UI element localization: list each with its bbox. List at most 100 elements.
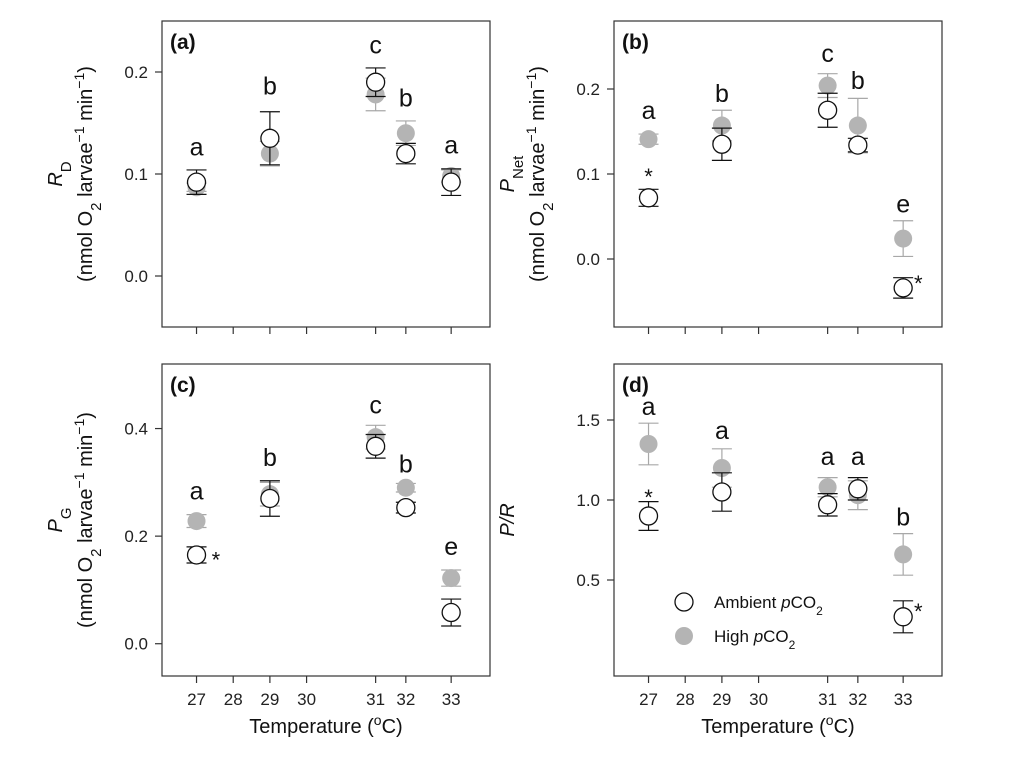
- significance-letter: a: [851, 443, 865, 471]
- significance-asterisk: *: [644, 485, 653, 510]
- y-axis-unit: (nmol O2 larvae−1 min−1): [523, 66, 557, 282]
- plot-frame: [161, 20, 491, 328]
- significance-asterisk: *: [644, 164, 653, 189]
- ambient-pco2-point: [848, 479, 868, 499]
- significance-letter: b: [715, 80, 729, 108]
- unit-sup: −1: [523, 73, 539, 89]
- unit-sup: −1: [71, 73, 87, 89]
- ambient-pco2-point: [396, 143, 416, 164]
- high-pco2-point: [442, 569, 461, 588]
- unit-sup: −1: [71, 472, 87, 488]
- high-pco2-point: [187, 512, 206, 531]
- legend-high-marker: [675, 627, 693, 645]
- significance-letter: b: [263, 444, 277, 472]
- ambient-pco2-point: [441, 172, 461, 192]
- y-axis-unit: (nmol O2 larvae−1 min−1): [71, 66, 105, 282]
- high-pco2-point: [712, 116, 731, 135]
- unit-sup: −1: [71, 126, 87, 142]
- unit-sub: 2: [88, 548, 105, 556]
- y-tick-label: 0.2: [124, 63, 148, 82]
- high-pco2-point: [848, 116, 867, 135]
- y-axis-title: P/R: [497, 503, 519, 536]
- x-tick-label: 27: [187, 690, 206, 709]
- y-tick-label: 0.1: [576, 165, 600, 184]
- y-tick-label: 1.0: [576, 491, 600, 510]
- high-pco2-point: [818, 76, 837, 95]
- ambient-pco2-point: [848, 135, 868, 155]
- y-tick-label: 0.0: [576, 250, 600, 269]
- high-pco2-point: [396, 478, 415, 497]
- legend-italic: p: [753, 627, 763, 646]
- unit-sup: −1: [523, 126, 539, 142]
- significance-letter: b: [399, 451, 413, 479]
- panel-label: (c): [170, 374, 196, 397]
- x-tick-label: 32: [396, 690, 415, 709]
- unit-mid: larvae: [527, 142, 549, 202]
- ambient-pco2-point: [441, 602, 461, 623]
- panel-c: (c) 0.0 0.2 0.4 27 28 29 30 31 32 33 Temperature (o…: [45, 363, 491, 738]
- unit-mid: larvae: [75, 142, 97, 202]
- plot-frame: [161, 363, 491, 677]
- significance-letter: a: [821, 443, 835, 471]
- y-tick-label: 1.5: [576, 411, 600, 430]
- y-axis-title: PNet: [497, 155, 527, 193]
- y-axis-title-sub: G: [58, 507, 75, 519]
- unit-sub: 2: [540, 202, 557, 210]
- significance-asterisk: *: [914, 599, 923, 624]
- x-axis-title: Temperature (oC): [249, 712, 402, 738]
- y-tick-label: 0.0: [124, 267, 148, 286]
- x-axis-title-text: Temperature (: [701, 716, 826, 738]
- high-pco2-point: [818, 478, 837, 497]
- legend-text: CO: [791, 593, 817, 612]
- ambient-pco2-point: [893, 607, 913, 627]
- x-tick-label: 28: [676, 690, 695, 709]
- unit-end: min: [527, 89, 549, 127]
- x-tick-label: 32: [848, 690, 867, 709]
- legend-sub: 2: [789, 638, 796, 652]
- unit-mid: larvae: [75, 488, 97, 548]
- unit-close: ): [75, 412, 97, 419]
- high-pco2-point: [894, 545, 913, 564]
- ambient-pco2-point: [186, 172, 207, 192]
- y-tick-label: 0.0: [124, 635, 148, 654]
- y-axis-title-main: P/R: [497, 503, 519, 536]
- ambient-pco2-point: [638, 188, 659, 208]
- significance-letter: a: [444, 132, 458, 160]
- significance-letter: a: [190, 478, 204, 506]
- significance-letter: a: [642, 393, 656, 421]
- unit-open: (nmol O: [527, 211, 549, 282]
- unit-open: (nmol O: [75, 557, 97, 628]
- x-tick-label: 30: [749, 690, 768, 709]
- plot-frame: [613, 20, 943, 328]
- significance-letter: b: [263, 72, 277, 100]
- ambient-pco2-point: [260, 128, 280, 148]
- panel-a: (a)0.00.10.2RD(nmol O2 larvae−1 min−1)ab…: [45, 20, 491, 334]
- significance-letter: c: [369, 391, 382, 419]
- significance-letter: a: [642, 97, 656, 125]
- significance-letter: b: [399, 85, 413, 113]
- ambient-pco2-point: [893, 278, 913, 298]
- high-pco2-point: [396, 124, 415, 143]
- unit-open: (nmol O: [75, 211, 97, 282]
- significance-letter: b: [851, 67, 865, 95]
- x-tick-label: 27: [639, 690, 658, 709]
- y-axis-unit: (nmol O2 larvae−1 min−1): [71, 412, 105, 628]
- y-tick-label: 0.5: [576, 571, 600, 590]
- ambient-pco2-point: [712, 134, 732, 154]
- high-pco2-point: [639, 435, 658, 453]
- legend-text: Ambient: [714, 593, 781, 612]
- unit-end: min: [75, 435, 97, 473]
- legend-italic: p: [780, 593, 790, 612]
- y-axis-title: PG: [45, 507, 75, 532]
- unit-sup: −1: [71, 419, 87, 435]
- significance-letter: a: [190, 134, 204, 162]
- x-tick-label: 28: [224, 690, 243, 709]
- unit-close: ): [527, 66, 549, 73]
- x-axis-title-sup: o: [826, 712, 834, 728]
- x-axis-title-text: Temperature (: [249, 716, 374, 738]
- significance-asterisk: *: [914, 271, 923, 296]
- panel-label: (d): [622, 374, 649, 397]
- y-axis-title-main: P: [45, 519, 67, 533]
- legend-text: CO: [763, 627, 789, 646]
